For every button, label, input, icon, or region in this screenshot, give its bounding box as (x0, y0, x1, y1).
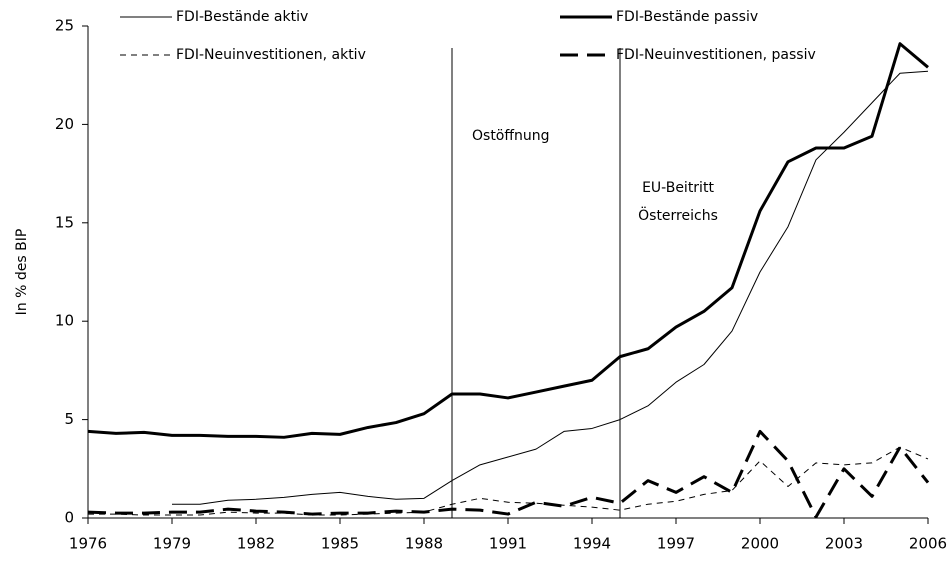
x-tick-label: 1982 (237, 535, 275, 553)
x-tick-label: 1985 (321, 535, 359, 553)
legend-label: FDI-Neuinvestitionen, passiv (616, 47, 816, 63)
legend-label: FDI-Bestände passiv (616, 9, 758, 25)
series-line (87, 42, 929, 439)
x-tick-label: 1991 (489, 535, 527, 553)
x-tick-label: 2006 (909, 535, 947, 553)
y-tick-label: 20 (55, 115, 74, 133)
x-tick-label: 1994 (573, 535, 611, 553)
y-axis-label: In % des BIP (14, 229, 30, 316)
y-tick-label: 10 (55, 312, 74, 330)
x-tick-label: 1997 (657, 535, 695, 553)
annotation: EU-Beitritt (642, 180, 714, 196)
x-tick-label: 1988 (405, 535, 443, 553)
legend-label: FDI-Bestände aktiv (176, 9, 308, 25)
series-line (172, 70, 929, 505)
x-tick-label: 2003 (825, 535, 863, 553)
legend-label: FDI-Neuinvestitionen, aktiv (176, 47, 366, 63)
y-tick-label: 15 (55, 213, 74, 231)
series-line (87, 429, 930, 519)
x-tick-label: 1976 (69, 535, 107, 553)
annotation: Ostöffnung (472, 128, 550, 144)
x-tick-label: 1979 (153, 535, 191, 553)
annotation: Österreichs (638, 206, 718, 224)
y-tick-label: 25 (55, 17, 74, 35)
y-tick-label: 0 (64, 509, 74, 527)
y-tick-label: 5 (64, 410, 74, 428)
series-line (88, 446, 929, 516)
x-tick-label: 2000 (741, 535, 779, 553)
